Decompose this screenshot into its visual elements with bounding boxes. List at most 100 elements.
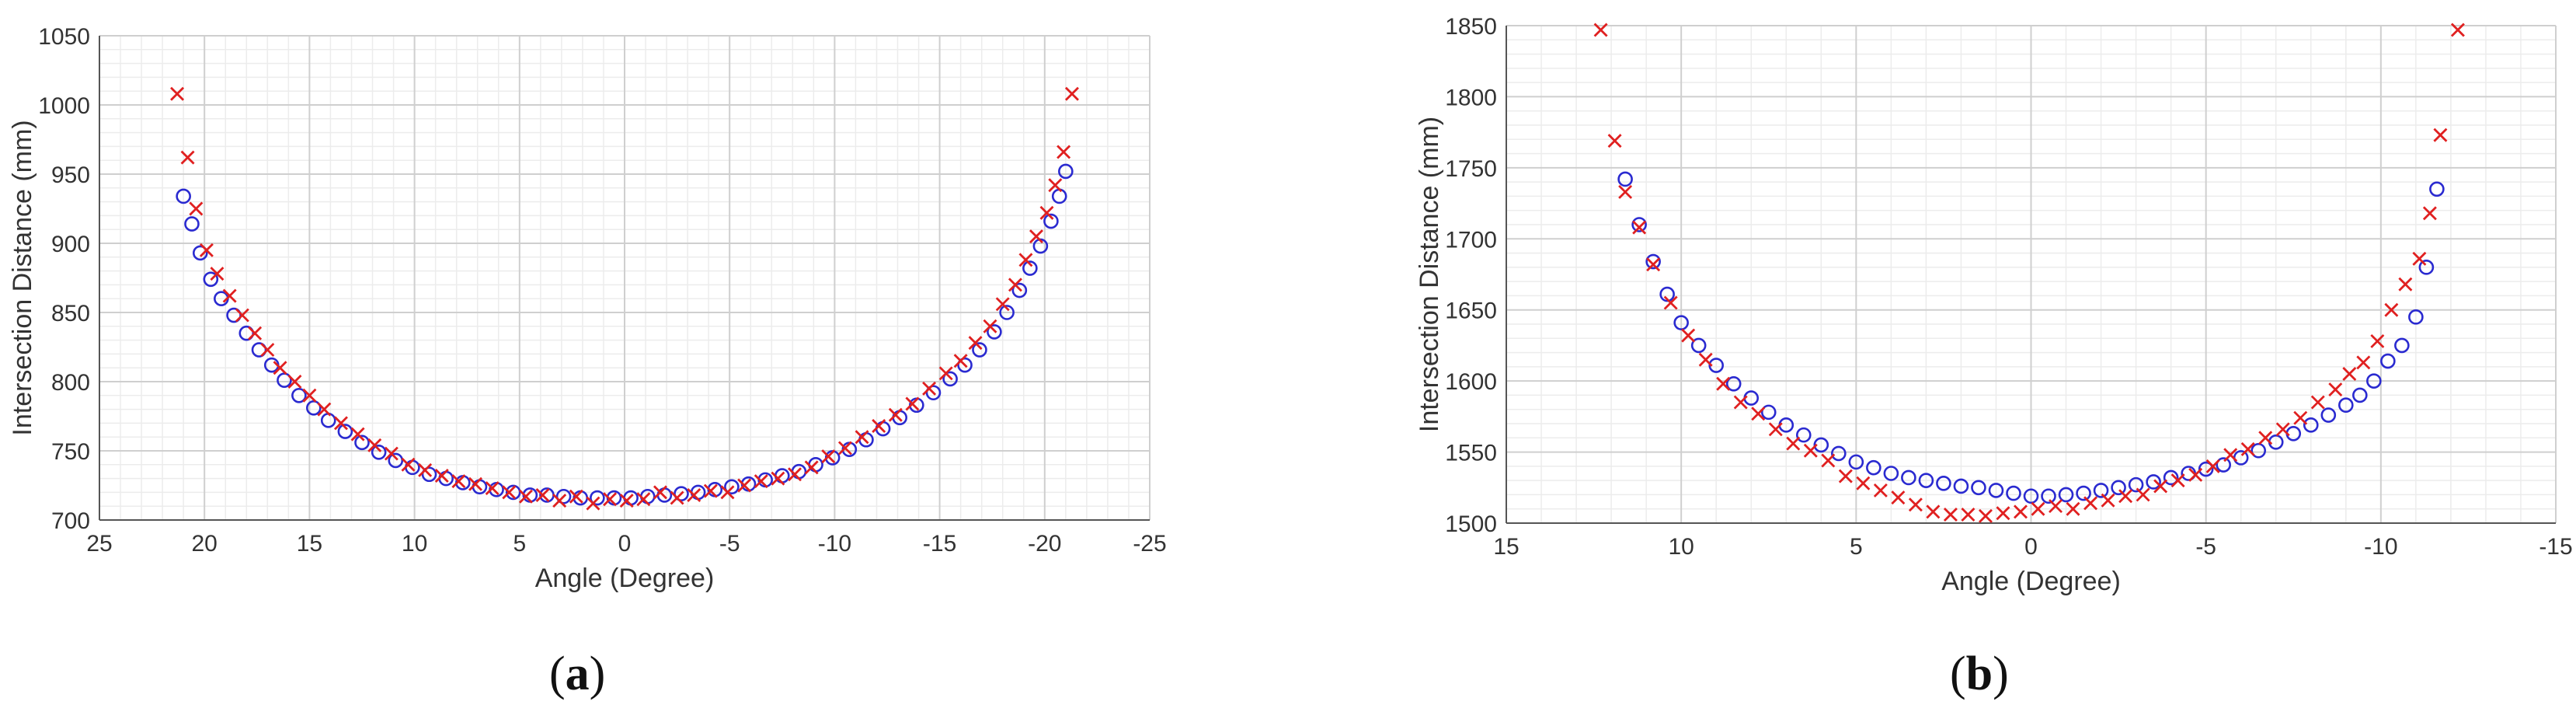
data-point-circle	[238, 325, 255, 341]
data-point-cross	[1926, 504, 1941, 519]
data-point-cross	[1008, 277, 1022, 292]
x-tick-label: 0	[618, 531, 632, 557]
data-point-cross	[2370, 333, 2385, 348]
data-point-cross	[1996, 506, 2010, 521]
data-point-cross	[1821, 453, 1836, 468]
data-point-cross	[384, 446, 399, 461]
data-point-circle	[2366, 373, 2382, 389]
x-tick-label: -15	[2539, 534, 2572, 560]
data-point-cross	[2293, 410, 2308, 425]
data-point-circle	[1760, 404, 1777, 421]
data-point-cross	[434, 469, 449, 483]
data-point-cross	[2153, 479, 2168, 494]
data-point-circle	[306, 400, 322, 416]
data-point-cross	[995, 297, 1010, 312]
caption-a: (a)	[549, 647, 605, 702]
data-point-cross	[222, 288, 237, 303]
data-point-cross	[938, 366, 953, 381]
y-tick-label: 1650	[1445, 298, 1497, 324]
data-point-circle	[1673, 315, 1689, 330]
data-point-cross	[260, 343, 275, 358]
data-point-circle	[972, 342, 987, 358]
data-point-circle	[505, 484, 521, 501]
data-point-cross	[535, 487, 550, 502]
data-point-cross	[2083, 496, 2098, 511]
data-point-cross	[2328, 382, 2343, 397]
x-tick-label: 15	[297, 531, 322, 557]
data-point-cross	[2433, 127, 2448, 142]
data-point-circle	[291, 387, 307, 403]
data-point-circle	[2394, 337, 2410, 354]
data-point-cross	[1593, 23, 1608, 37]
data-point-cross	[636, 492, 651, 507]
data-point-circle	[2216, 457, 2231, 473]
y-tick-label: 1000	[38, 93, 90, 119]
data-point-cross	[2275, 422, 2290, 437]
data-point-cross	[1029, 229, 1043, 244]
data-point-circle	[2352, 387, 2368, 403]
data-point-cross	[586, 496, 600, 511]
data-point-circle	[2128, 476, 2144, 493]
data-point-cross	[1786, 436, 1801, 451]
data-point-cross	[837, 441, 852, 455]
data-point-circle	[1795, 427, 1812, 443]
caption-b: (b)	[1950, 647, 2009, 702]
x-tick-label: -5	[2195, 534, 2216, 560]
data-point-cross	[687, 487, 701, 502]
data-point-cross	[1961, 508, 1976, 522]
data-point-circle	[1631, 217, 1647, 232]
data-point-circle	[1813, 437, 1829, 453]
data-point-circle	[1883, 466, 1899, 481]
data-point-cross	[2031, 501, 2045, 516]
x-tick-label: -10	[2364, 534, 2397, 560]
data-point-cross	[1716, 376, 1731, 391]
data-point-cross	[603, 492, 618, 507]
data-point-cross	[170, 86, 185, 101]
data-point-cross	[1768, 422, 1783, 437]
data-point-cross	[905, 396, 920, 411]
data-point-cross	[2342, 367, 2357, 381]
data-point-cross	[235, 308, 249, 323]
data-point-cross	[485, 481, 500, 496]
y-tick-label: 700	[51, 508, 90, 534]
chart-a: 25 20 15 10 5 0 -5 -10 -15 -20 -257007508008509009…	[8, 24, 1167, 593]
data-point-circle	[590, 490, 605, 506]
data-point-circle	[1058, 163, 1074, 180]
data-point-circle	[1831, 445, 1847, 462]
data-point-circle	[1918, 473, 1934, 488]
caption-b-open: (	[1950, 647, 1966, 700]
data-point-cross	[180, 150, 195, 165]
y-tick-label: 1800	[1445, 85, 1497, 110]
data-point-cross	[1607, 134, 1622, 148]
data-point-circle	[2338, 397, 2354, 414]
data-point-circle	[2006, 485, 2021, 501]
data-point-circle	[1971, 480, 1986, 496]
x-tick-label: 20	[192, 531, 218, 557]
data-point-circle	[1988, 483, 2004, 498]
x-tick-label: 5	[513, 531, 526, 557]
data-point-circle	[2058, 487, 2074, 503]
data-point-cross	[248, 326, 263, 340]
data-point-cross	[1943, 508, 1958, 522]
data-point-cross	[518, 489, 533, 504]
data-point-cross	[502, 485, 517, 500]
y-tick-label: 750	[51, 439, 90, 465]
data-point-cross	[703, 483, 718, 498]
data-point-cross	[2101, 493, 2115, 508]
caption-a-close: )	[589, 647, 606, 700]
data-point-cross	[1908, 497, 1923, 512]
data-point-circle	[1936, 475, 1951, 491]
data-point-cross	[737, 478, 752, 493]
data-point-circle	[2111, 480, 2126, 496]
y-tick-label: 900	[51, 232, 90, 257]
data-point-circle	[176, 188, 191, 204]
data-point-cross	[1057, 145, 1071, 159]
data-point-cross	[569, 489, 583, 504]
data-point-cross	[2205, 459, 2220, 473]
data-point-cross	[1856, 476, 1871, 490]
data-point-cross	[653, 485, 667, 500]
y-tick-label: 1550	[1445, 441, 1497, 466]
data-point-circle	[2076, 485, 2091, 501]
data-point-cross	[720, 485, 735, 500]
data-point-cross	[2412, 251, 2427, 266]
